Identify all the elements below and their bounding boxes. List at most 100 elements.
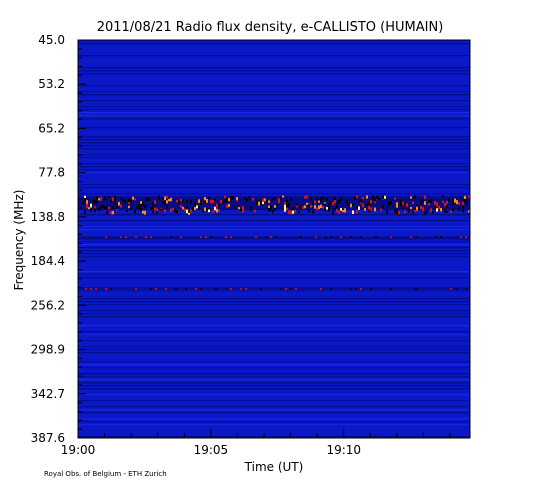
background-stripe <box>78 298 470 300</box>
burst-pixel <box>160 208 162 211</box>
burst-pixel <box>332 202 334 206</box>
chart-title: 2011/08/21 Radio flux density, e-CALLIST… <box>97 20 444 35</box>
background-stripe <box>78 367 470 369</box>
burst-pixel <box>306 195 308 199</box>
burst-pixel <box>112 197 114 201</box>
burst-pixel <box>384 195 386 199</box>
burst-pixel <box>268 200 270 203</box>
burst-pixel <box>230 288 232 290</box>
burst-pixel <box>182 206 184 210</box>
burst-pixel <box>465 236 467 238</box>
burst-pixel <box>338 200 340 204</box>
burst-pixel <box>435 236 437 238</box>
burst-pixel <box>164 196 166 200</box>
burst-pixel <box>438 205 440 210</box>
burst-pixel <box>348 203 350 206</box>
burst-pixel <box>434 200 436 205</box>
burst-pixel <box>202 210 204 213</box>
burst-pixel <box>232 196 234 200</box>
burst-pixel <box>106 206 108 210</box>
burst-pixel <box>278 198 280 201</box>
burst-pixel <box>336 209 338 213</box>
burst-pixel <box>386 210 388 214</box>
burst-pixel <box>186 205 188 209</box>
burst-pixel <box>466 201 468 206</box>
y-tick-label: 298.9 <box>31 343 65 357</box>
background-stripe <box>78 163 470 165</box>
burst-pixel <box>302 206 304 209</box>
burst-pixel <box>352 203 354 207</box>
burst-pixel <box>108 206 110 210</box>
burst-pixel <box>452 208 454 212</box>
burst-pixel <box>360 288 362 290</box>
burst-pixel <box>192 206 194 211</box>
burst-pixel <box>294 210 296 213</box>
burst-pixel <box>226 199 228 203</box>
burst-pixel <box>162 201 164 204</box>
y-tick-label: 45.0 <box>38 33 65 47</box>
burst-pixel <box>436 202 438 206</box>
background-stripe <box>78 250 470 252</box>
burst-pixel <box>346 199 348 204</box>
background-stripe <box>78 94 470 96</box>
burst-pixel <box>468 210 470 213</box>
burst-pixel <box>414 209 416 212</box>
burst-pixel <box>286 204 288 207</box>
background-stripe <box>78 310 470 312</box>
burst-pixel <box>408 210 410 213</box>
burst-pixel <box>144 204 146 209</box>
burst-pixel <box>98 198 100 201</box>
background-stripe <box>78 169 470 171</box>
burst-pixel <box>204 196 206 201</box>
background-stripe <box>78 220 470 222</box>
burst-pixel <box>382 195 384 199</box>
burst-pixels <box>82 195 470 290</box>
burst-pixel <box>290 210 292 215</box>
plot-frame <box>77 39 471 439</box>
burst-pixel <box>86 200 88 204</box>
background-stripe <box>78 352 470 354</box>
y-axis-label: Frequency (MHz) <box>12 190 26 291</box>
burst-pixel <box>396 210 398 214</box>
burst-pixel <box>392 205 394 208</box>
burst-pixel <box>398 210 400 215</box>
background-stripe <box>78 241 470 243</box>
burst-pixel <box>194 207 196 211</box>
background-stripe <box>78 55 470 57</box>
burst-pixel <box>204 200 206 204</box>
burst-pixel <box>296 203 298 206</box>
burst-pixel <box>260 202 262 205</box>
credit-text: Royal Obs. of Belgium - ETH Zurich <box>44 470 167 478</box>
burst-pixel <box>416 204 418 209</box>
burst-pixel <box>238 206 240 210</box>
burst-pixel <box>452 197 454 201</box>
burst-pixel <box>336 204 338 208</box>
background-stripe <box>78 214 470 216</box>
background-stripe <box>78 85 470 87</box>
burst-pixel <box>444 203 446 207</box>
background-stripe <box>78 364 470 366</box>
burst-pixel <box>150 288 152 290</box>
y-tick-label: 77.8 <box>38 166 65 180</box>
background-stripe <box>78 421 470 423</box>
burst-pixel <box>112 205 114 209</box>
burst-pixel <box>122 199 124 202</box>
burst-pixel <box>270 236 272 238</box>
burst-pixel <box>214 206 216 211</box>
burst-pixel <box>102 204 104 208</box>
burst-pixel <box>225 288 227 290</box>
background-stripe <box>78 100 470 102</box>
burst-pixel <box>135 236 137 238</box>
burst-pixel <box>135 288 137 290</box>
background-stripe <box>78 127 470 129</box>
background-stripe <box>78 313 470 315</box>
burst-pixel <box>356 206 358 209</box>
burst-pixel <box>226 198 228 201</box>
burst-pixel <box>402 201 404 205</box>
burst-pixel <box>400 200 402 205</box>
burst-pixel <box>200 236 202 238</box>
burst-pixel <box>328 207 330 212</box>
burst-pixel <box>158 195 160 199</box>
burst-pixel <box>396 202 398 205</box>
burst-pixel <box>374 207 376 212</box>
